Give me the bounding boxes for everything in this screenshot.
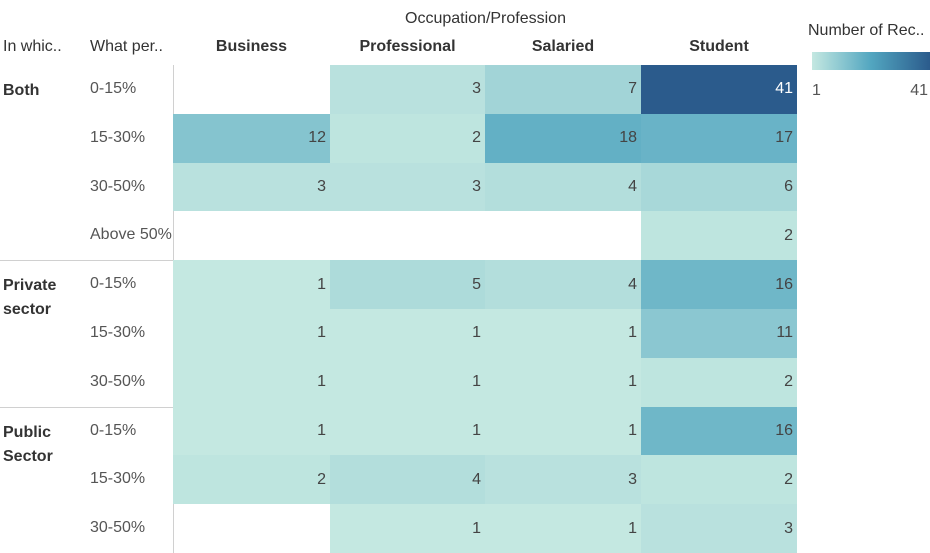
heat-cell: 1 xyxy=(485,406,641,456)
heat-cell: 2 xyxy=(641,357,797,407)
row-header: In whic.. xyxy=(3,38,62,55)
row-label: 15-30% xyxy=(90,128,146,146)
heat-cell: 1 xyxy=(330,357,485,407)
heat-cell: 7 xyxy=(485,65,641,114)
heat-cell: 1 xyxy=(173,309,330,358)
row-label: 15-30% xyxy=(90,324,146,341)
heat-cell: 6 xyxy=(641,162,797,212)
heat-cell: 3 xyxy=(485,455,641,505)
row-label: Above 50% xyxy=(90,226,172,244)
legend-title: Number of Rec.. xyxy=(808,22,925,39)
heat-cell: 4 xyxy=(485,260,641,309)
column-header: Business xyxy=(215,38,288,55)
heat-cell: 1 xyxy=(485,357,641,407)
heat-cell: 12 xyxy=(173,113,330,163)
heat-cell: 2 xyxy=(641,211,797,261)
column-header: Professional xyxy=(359,38,456,55)
heat-cell: 1 xyxy=(330,504,485,553)
row-label: 30-50% xyxy=(90,372,146,390)
row-label: 0-15% xyxy=(90,80,137,97)
heat-cell: 1 xyxy=(173,406,330,456)
heat-cell: 1 xyxy=(173,260,330,309)
heat-cell: 18 xyxy=(485,113,641,163)
heat-cell: 41 xyxy=(641,65,797,114)
heat-cell: 2 xyxy=(330,113,485,163)
heat-cell: 2 xyxy=(641,455,797,505)
heat-cell: 17 xyxy=(641,113,797,163)
heat-cell: 11 xyxy=(641,309,797,358)
heat-cell: 1 xyxy=(173,357,330,407)
heat-cell: 16 xyxy=(641,260,797,309)
heat-cell: 3 xyxy=(173,162,330,212)
heat-cell: 1 xyxy=(485,504,641,553)
heat-cell: 4 xyxy=(330,455,485,505)
group-label: Both xyxy=(3,82,40,99)
row-header: What per.. xyxy=(90,38,163,55)
row-label: 30-50% xyxy=(90,519,146,537)
heat-cell: 1 xyxy=(330,406,485,456)
group-label: Private sector xyxy=(3,277,57,319)
row-label: 0-15% xyxy=(90,275,137,293)
heat-cell: 3 xyxy=(330,65,485,114)
column-group-title: Occupation/Profession xyxy=(405,10,566,27)
row-label: 0-15% xyxy=(90,421,137,439)
heat-cell: 1 xyxy=(330,309,485,358)
row-label: 15-30% xyxy=(90,470,146,488)
group-label: Public Sector xyxy=(3,423,53,465)
heat-cell: 4 xyxy=(485,162,641,212)
column-header: Salaried xyxy=(531,38,595,55)
legend-label: 41 xyxy=(910,82,928,99)
column-header: Student xyxy=(689,38,749,55)
legend-gradient xyxy=(812,52,930,70)
heat-cell: 5 xyxy=(330,260,485,309)
heat-cell: 3 xyxy=(330,162,485,212)
heat-cell: 1 xyxy=(485,309,641,358)
heat-cell: 16 xyxy=(641,406,797,456)
legend-label: 1 xyxy=(812,82,821,99)
heat-cell: 2 xyxy=(173,455,330,505)
heat-cell: 3 xyxy=(641,504,797,553)
row-label: 30-50% xyxy=(90,177,146,195)
